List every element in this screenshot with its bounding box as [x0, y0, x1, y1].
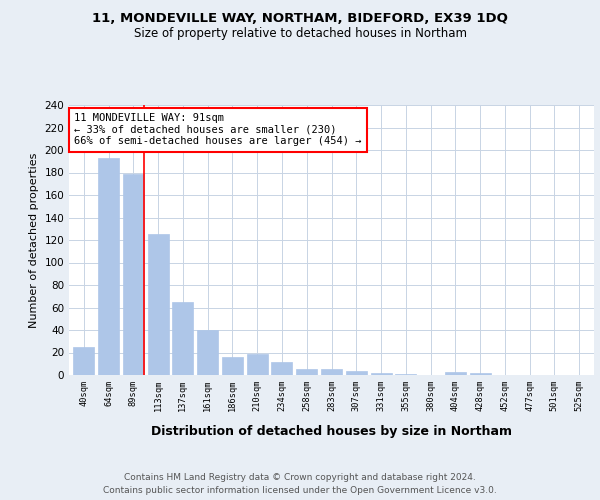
Bar — [371, 373, 392, 375]
Bar — [222, 357, 243, 375]
Bar — [172, 302, 193, 375]
Bar — [395, 374, 416, 375]
Bar — [73, 347, 94, 375]
Bar — [271, 362, 292, 375]
Text: Size of property relative to detached houses in Northam: Size of property relative to detached ho… — [133, 28, 467, 40]
Bar — [296, 370, 317, 375]
Bar — [247, 354, 268, 375]
Bar — [98, 158, 119, 375]
Bar — [123, 174, 144, 375]
Bar — [470, 373, 491, 375]
Bar — [321, 370, 342, 375]
Y-axis label: Number of detached properties: Number of detached properties — [29, 152, 39, 328]
Text: 11, MONDEVILLE WAY, NORTHAM, BIDEFORD, EX39 1DQ: 11, MONDEVILLE WAY, NORTHAM, BIDEFORD, E… — [92, 12, 508, 26]
X-axis label: Distribution of detached houses by size in Northam: Distribution of detached houses by size … — [151, 425, 512, 438]
Text: 11 MONDEVILLE WAY: 91sqm
← 33% of detached houses are smaller (230)
66% of semi-: 11 MONDEVILLE WAY: 91sqm ← 33% of detach… — [74, 113, 362, 146]
Bar — [197, 330, 218, 375]
Text: Contains HM Land Registry data © Crown copyright and database right 2024.
Contai: Contains HM Land Registry data © Crown c… — [103, 474, 497, 495]
Bar — [148, 234, 169, 375]
Bar — [445, 372, 466, 375]
Bar — [346, 370, 367, 375]
